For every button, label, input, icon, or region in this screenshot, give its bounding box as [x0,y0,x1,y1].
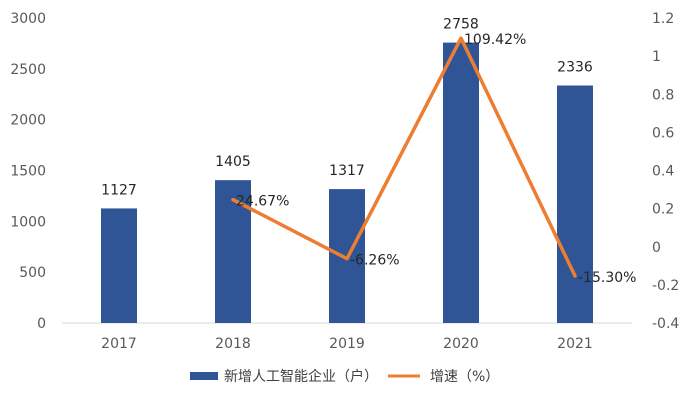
bar [557,85,593,323]
bar-value-label: 2336 [557,60,593,76]
line-data-labels: 24.67% -6.26% 109.42% -15.30% [236,32,636,286]
growth-point [231,198,235,202]
x-tick-label: 2018 [215,336,251,352]
right-tick-label: 0 [652,240,661,256]
bar [443,42,479,323]
growth-point [345,257,349,261]
right-tick-label: 0.8 [652,87,674,103]
growth-point [573,274,577,278]
bar-value-label: 1317 [329,163,365,179]
growth-value-label: 109.42% [464,32,526,48]
x-tick-label: 2017 [101,336,137,352]
legend-bar-swatch [190,372,218,380]
growth-value-label: 24.67% [236,194,289,210]
right-axis-ticks: -0.4 -0.2 0 0.2 0.4 0.6 0.8 1 1.2 [652,11,679,332]
bar-series [101,42,593,323]
bar-data-labels: 1127 1405 1317 2758 2336 [101,17,593,199]
legend-bar-label: 新增人工智能企业（户） [224,368,378,385]
x-axis-ticks: 2017 2018 2019 2020 2021 [101,336,593,352]
growth-value-label: -15.30% [578,270,636,286]
x-tick-label: 2021 [557,336,593,352]
growth-line [231,36,577,278]
right-tick-label: 0.4 [652,164,674,180]
growth-point [459,36,463,40]
right-tick-label: 1.2 [652,11,674,27]
bar [101,208,137,323]
left-tick-label: 2500 [10,62,46,78]
left-tick-label: 0 [37,316,46,332]
left-tick-label: 3000 [10,11,46,27]
bar-value-label: 1405 [215,154,251,170]
right-tick-label: 0.2 [652,202,674,218]
left-tick-label: 1000 [10,214,46,230]
left-tick-label: 2000 [10,113,46,129]
x-tick-label: 2020 [443,336,479,352]
right-tick-label: 0.6 [652,125,674,141]
growth-value-label: -6.26% [350,253,400,269]
x-tick-label: 2019 [329,336,365,352]
bar-value-label: 2758 [443,17,479,33]
bar-value-label: 1127 [101,182,137,198]
line-series [231,36,577,278]
left-tick-label: 500 [19,265,46,281]
right-tick-label: -0.4 [652,316,679,332]
left-axis-ticks: 0 500 1000 1500 2000 2500 3000 [10,11,46,332]
right-tick-label: -0.2 [652,278,679,294]
left-tick-label: 1500 [10,164,46,180]
right-tick-label: 1 [652,49,661,65]
legend: 新增人工智能企业（户） 增速（%） [190,368,499,385]
legend-line-label: 增速（%） [430,369,499,385]
